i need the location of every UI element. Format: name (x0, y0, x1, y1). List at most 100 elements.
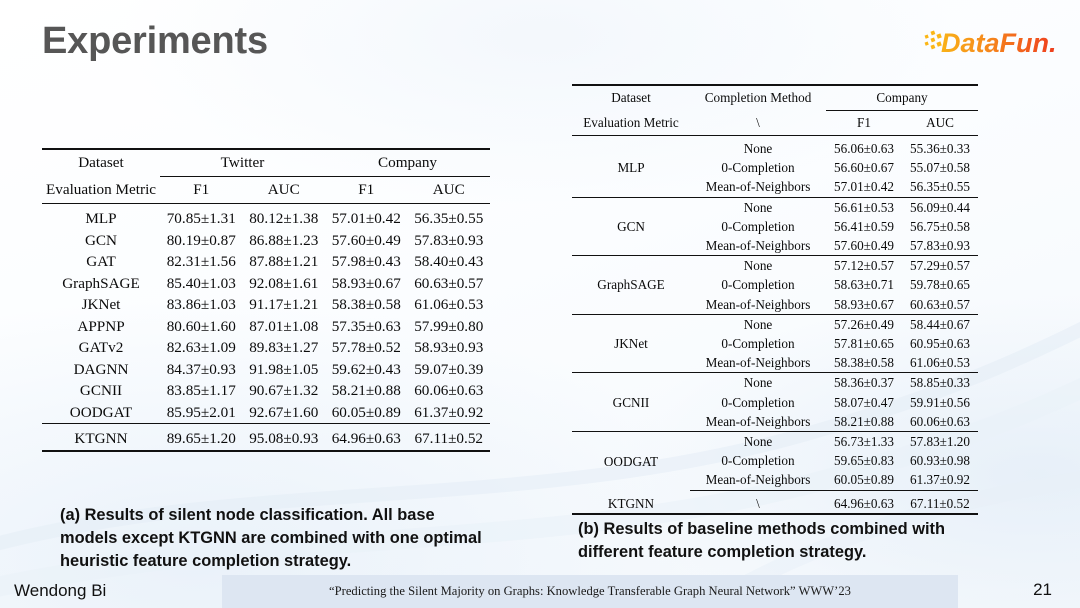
table-b-cell-f1: 57.01±0.42 (834, 179, 894, 195)
table-a-cell: 80.12±1.38 (249, 210, 319, 227)
table-b-model-name: GCN (572, 196, 690, 256)
footer-reference-band: “Predicting the Silent Majority on Graph… (222, 575, 958, 608)
table-b-method: \ (690, 493, 826, 515)
table-row: 0-Completion 58.07±0.47 59.91±0.56 (572, 393, 978, 412)
table-a-cell: 86.88±1.23 (249, 231, 319, 249)
table-b-method: None (690, 431, 826, 452)
table-silent-node-classification: Dataset Twitter Company Evaluation Metri… (42, 148, 490, 452)
table-a-cell: 57.01±0.42 (331, 210, 401, 227)
table-b-cell-f1: 57.60±0.49 (834, 238, 894, 254)
table-b-cell-f1: 57.81±0.65 (834, 336, 894, 352)
table-b-cell-auc: 56.35±0.55 (910, 179, 970, 195)
table-b-model-name: KTGNN (572, 493, 690, 515)
table-b-header-row-1: Dataset Completion Method Company (572, 84, 978, 111)
table-b-cell-auc: 60.93±0.98 (910, 453, 970, 469)
table-a-cell: 61.37±0.92 (407, 401, 490, 424)
table-b-cell-auc: 59.78±0.65 (910, 277, 970, 293)
table-a-cell: 92.08±1.61 (249, 274, 319, 292)
table-a-model-name: GAT (86, 253, 116, 270)
table-a-cell: 80.19±0.87 (166, 231, 236, 249)
table-row: JKNet 83.86±1.03 91.17±1.21 58.38±0.58 6… (42, 294, 490, 316)
table-a-cell: 64.96±0.63 (325, 428, 408, 452)
table-row: JKNet None 57.26±0.49 58.44±0.67 (572, 313, 978, 373)
table-a-cell: 82.31±1.56 (166, 253, 236, 270)
table-row: Mean-of-Neighbors 57.01±0.42 56.35±0.55 (572, 177, 978, 197)
table-a-model-name: GraphSAGE (62, 274, 140, 292)
table-b-model-name: OODGAT (572, 431, 690, 491)
table-a-cell: 85.95±2.01 (160, 401, 243, 424)
table-b-method: Mean-of-Neighbors (705, 413, 811, 429)
page-title: Experiments (42, 20, 268, 62)
table-a-cell: 91.98±1.05 (249, 360, 319, 378)
table-a-cell: 57.83±0.93 (414, 231, 484, 249)
footer-reference-text: “Predicting the Silent Majority on Graph… (329, 584, 851, 598)
logo-wordmark: DataFun. (941, 28, 1057, 58)
table-row: Mean-of-Neighbors 58.38±0.58 61.06±0.53 (572, 353, 978, 373)
table-row: Mean-of-Neighbors 58.93±0.67 60.63±0.57 (572, 295, 978, 315)
table-b-header-evaluation-metric: Evaluation Metric (572, 110, 690, 136)
table-a-cell: 87.88±1.21 (249, 253, 319, 270)
table-a-cell: 60.06±0.63 (414, 382, 484, 399)
table-a-header-twitter: Twitter (160, 148, 325, 177)
table-b-method: None (690, 313, 826, 335)
table-row: GraphSAGE 85.40±1.03 92.08±1.61 58.93±0.… (42, 273, 490, 295)
table-a-cell: 67.11±0.52 (407, 428, 490, 452)
table-a-cell: 59.62±0.43 (331, 360, 401, 378)
table-a-cell: 58.21±0.88 (331, 382, 401, 399)
table-row: DAGNN 84.37±0.93 91.98±1.05 59.62±0.43 5… (42, 359, 490, 381)
table-a-header-dataset: Dataset (42, 148, 160, 177)
footer-author: Wendong Bi (14, 581, 107, 600)
table-a-cell: 91.17±1.21 (249, 296, 319, 313)
table-a-header-row-1: Dataset Twitter Company (42, 148, 490, 177)
table-row: Mean-of-Neighbors 58.21±0.88 60.06±0.63 (572, 412, 978, 432)
table-b-cell-f1: 57.12±0.57 (826, 255, 902, 276)
table-b-cell-f1: 58.63±0.71 (834, 277, 894, 293)
table-b-model-name: GCNII (572, 372, 690, 432)
table-b-header-dataset: Dataset (572, 84, 690, 111)
caption-table-a: (a) Results of silent node classificatio… (60, 506, 482, 570)
table-row: GAT 82.31±1.56 87.88±1.21 57.98±0.43 58.… (42, 251, 490, 273)
table-row: OODGAT 85.95±2.01 92.67±1.60 60.05±0.89 … (42, 401, 490, 424)
table-a-cell: 59.07±0.39 (414, 360, 484, 378)
table-a-cell: 70.85±1.31 (166, 210, 236, 227)
table-a-cell: 95.08±0.93 (242, 428, 325, 452)
table-row: Mean-of-Neighbors 57.60±0.49 57.83±0.93 (572, 236, 978, 256)
table-b-cell-f1: 60.05±0.89 (826, 470, 902, 491)
table-b-method: Mean-of-Neighbors (705, 355, 811, 371)
table-b-cell-auc: 56.09±0.44 (902, 196, 978, 217)
table-a-cell: 90.67±1.32 (249, 382, 319, 399)
table-b-cell-auc: 58.44±0.67 (902, 313, 978, 335)
table-row: 0-Completion 58.63±0.71 59.78±0.65 (572, 275, 978, 294)
table-b-method: 0-Completion (721, 277, 795, 293)
slide-footer: Wendong Bi “Predicting the Silent Majori… (0, 575, 1080, 608)
table-a-cell: 61.06±0.53 (414, 296, 484, 313)
table-row-highlight: KTGNN \ 64.96±0.63 67.11±0.52 (572, 493, 978, 515)
table-b-cell-auc: 56.75±0.58 (910, 218, 970, 234)
table-b-method: Mean-of-Neighbors (705, 179, 811, 195)
datafun-logo-mark: DataFun. (924, 28, 1057, 58)
table-row: 0-Completion 56.60±0.67 55.07±0.58 (572, 158, 978, 177)
table-a-cell: 92.67±1.60 (242, 401, 325, 424)
table-a-model-name: OODGAT (42, 401, 160, 424)
table-row: MLP None 56.06±0.63 55.36±0.33 (572, 139, 978, 175)
table-a-cell: 58.93±0.93 (414, 339, 484, 356)
table-b-method: 0-Completion (721, 160, 795, 176)
table-a-cell: 58.40±0.43 (414, 253, 484, 270)
table-a-cell: 57.99±0.80 (414, 317, 484, 335)
table-b-cell-auc: 67.11±0.52 (902, 493, 978, 515)
table-b-header-company: Company (826, 84, 978, 111)
table-row: 0-Completion 57.81±0.65 60.95±0.63 (572, 334, 978, 353)
table-b-cell-f1: 58.38±0.58 (834, 355, 894, 371)
table-b-model-name: GraphSAGE (572, 255, 690, 315)
table-b-cell-f1: 58.07±0.47 (834, 394, 894, 410)
table-a-header-company: Company (325, 148, 490, 177)
table-b-method: None (690, 372, 826, 393)
table-b-model-name: JKNet (572, 313, 690, 373)
table-b-cell-f1: 58.36±0.37 (826, 372, 902, 393)
table-b-cell-f1: 56.60±0.67 (834, 160, 894, 176)
table-row: MLP 70.85±1.31 80.12±1.38 57.01±0.42 56.… (42, 208, 490, 230)
table-b-cell-f1: 57.26±0.49 (826, 313, 902, 335)
table-b-cell-f1: 64.96±0.63 (826, 493, 902, 515)
table-a-cell: 57.78±0.52 (331, 339, 401, 356)
